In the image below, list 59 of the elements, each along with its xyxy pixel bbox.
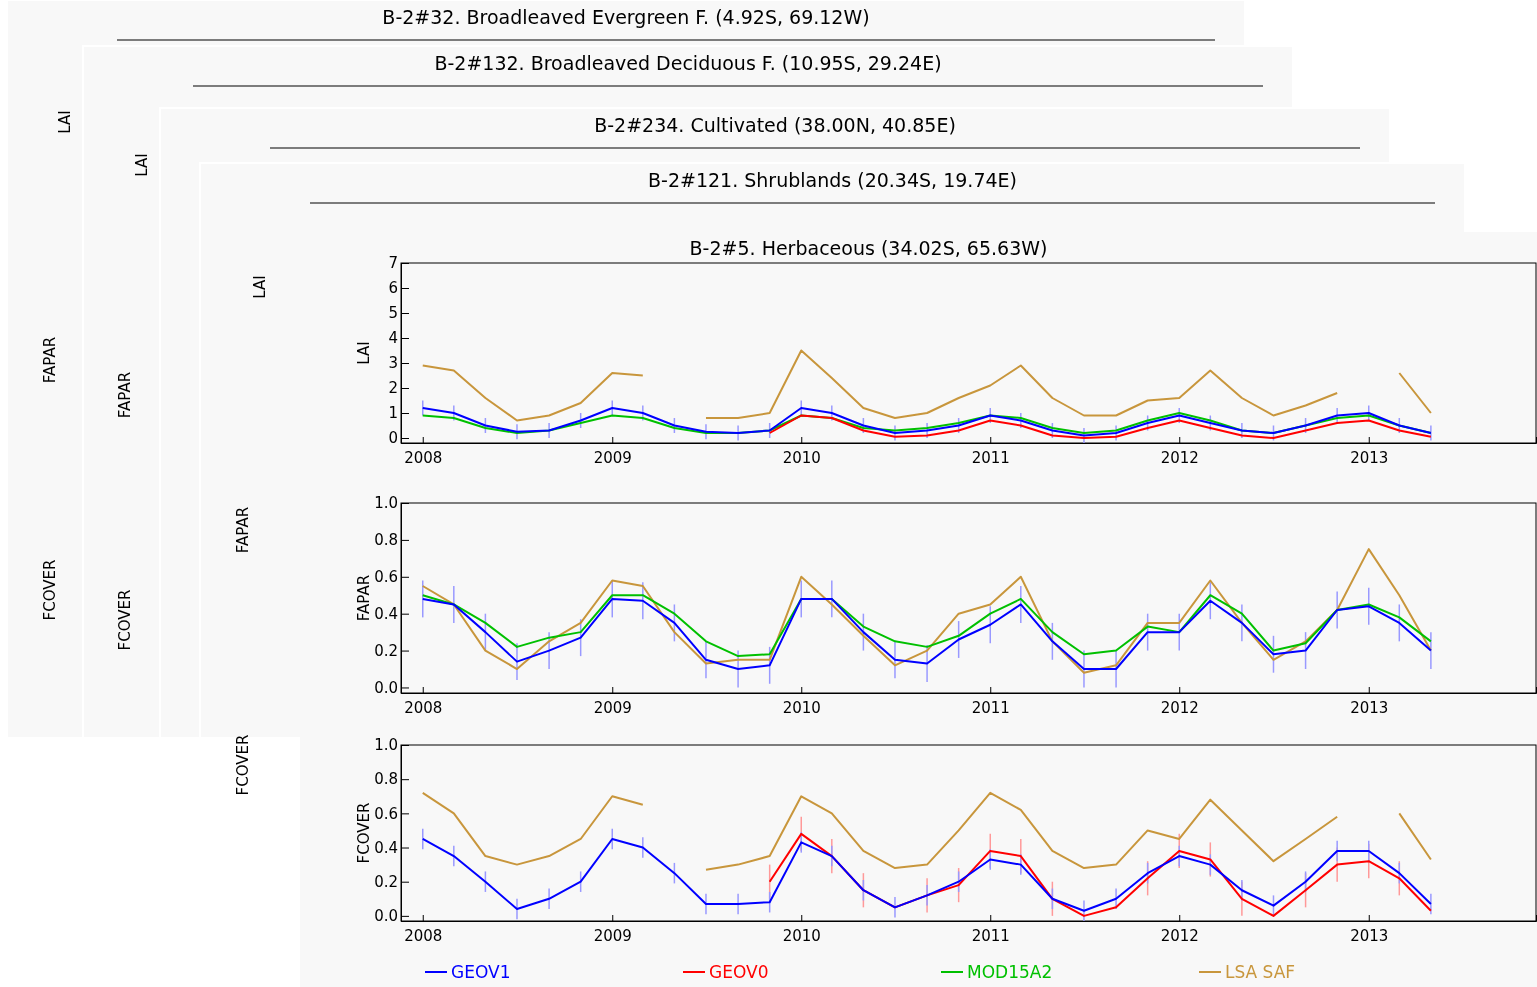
y-tick-label: 3 (388, 354, 398, 373)
x-tick-label: 2010 (782, 448, 821, 467)
y-axis-title: LAI (355, 341, 373, 365)
x-tick-label: 2013 (1350, 926, 1389, 945)
y-tick-label: 6 (388, 279, 398, 298)
legend-label: MOD15A2 (967, 962, 1053, 982)
y-tick-label: 0.8 (374, 770, 398, 789)
text: LAI (251, 275, 269, 299)
text: FCOVER (41, 559, 59, 621)
y-tick-label: 1.0 (374, 736, 398, 755)
x-tick-label: 2009 (593, 448, 632, 467)
y-tick-label: 2 (388, 379, 398, 398)
text: FCOVER (116, 589, 134, 651)
y-tick-label: 7 (388, 254, 398, 273)
x-tick-label: 2012 (1160, 448, 1199, 467)
y-tick-label: 1.0 (374, 494, 398, 513)
x-tick-label: 2011 (971, 926, 1010, 945)
y-tick-label: 0.8 (374, 531, 398, 550)
text: B-2#132. Broadleaved Deciduous F. (10.95S, 29.24E) (434, 52, 942, 74)
y-tick-label: 0 (388, 429, 398, 448)
text: FAPAR (41, 336, 59, 384)
x-tick-label: 2011 (971, 698, 1010, 717)
chart-title: B-2#5. Herbaceous (34.02S, 65.63W) (689, 237, 1048, 259)
text: FCOVER (234, 734, 252, 796)
x-tick-label: 2012 (1160, 926, 1199, 945)
x-tick-label: 2013 (1350, 448, 1389, 467)
y-tick-label: 5 (388, 304, 398, 323)
x-tick-label: 2009 (593, 926, 632, 945)
y-tick-label: 4 (388, 329, 398, 348)
legend-label: GEOV1 (451, 962, 511, 982)
y-tick-label: 0.2 (374, 641, 398, 660)
x-tick-label: 2009 (593, 698, 632, 717)
text: LAI (133, 153, 151, 177)
x-tick-label: 2008 (404, 448, 443, 467)
text: B-2#121. Shrublands (20.34S, 19.74E) (648, 169, 1017, 191)
x-tick-label: 2010 (782, 926, 821, 945)
y-tick-label: 0.4 (374, 604, 398, 623)
legend-label: GEOV0 (709, 962, 769, 982)
y-axis-title: FAPAR (355, 574, 373, 622)
y-axis-title: FCOVER (355, 802, 373, 864)
y-tick-label: 0.0 (374, 678, 398, 697)
text: B-2#234. Cultivated (38.00N, 40.85E) (594, 114, 956, 136)
x-tick-label: 2010 (782, 698, 821, 717)
legend-label: LSA SAF (1225, 962, 1296, 982)
y-tick-label: 0.2 (374, 873, 398, 891)
y-tick-label: 0.6 (374, 568, 398, 587)
x-tick-label: 2013 (1350, 698, 1389, 717)
x-tick-label: 2012 (1160, 698, 1199, 717)
x-tick-label: 2008 (404, 926, 443, 945)
y-tick-label: 0.4 (374, 838, 398, 857)
text: B-2#32. Broadleaved Evergreen F. (4.92S, 69.12W) (382, 6, 870, 28)
y-tick-label: 1 (388, 404, 398, 423)
text: FAPAR (116, 371, 134, 419)
text: LAI (56, 110, 74, 134)
x-tick-label: 2008 (404, 698, 443, 717)
x-tick-label: 2011 (971, 448, 1010, 467)
y-tick-label: 0.0 (374, 907, 398, 926)
y-tick-label: 0.6 (374, 804, 398, 823)
text: FAPAR (234, 506, 252, 554)
